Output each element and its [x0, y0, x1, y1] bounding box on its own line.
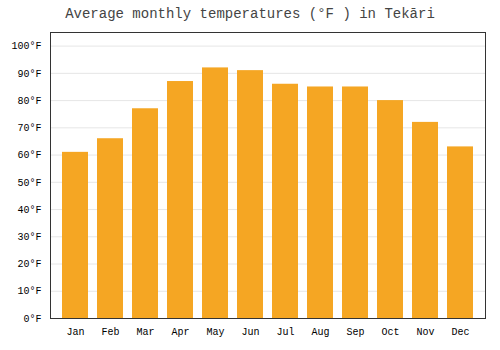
svg-text:Oct: Oct — [381, 327, 399, 338]
svg-text:80°F: 80°F — [17, 96, 41, 107]
svg-text:Aug: Aug — [311, 327, 329, 338]
svg-text:May: May — [206, 327, 224, 338]
svg-text:40°F: 40°F — [17, 205, 41, 216]
svg-text:Dec: Dec — [451, 327, 469, 338]
html-text:Average monthly temperatures (: Average monthly temperatures (°F ) in Te… — [65, 6, 435, 22]
svg-text:100°F: 100°F — [11, 41, 41, 52]
svg-text:50°F: 50°F — [17, 178, 41, 189]
svg-text:Jun: Jun — [241, 327, 259, 338]
svg-text:30°F: 30°F — [17, 232, 41, 243]
svg-text:Sep: Sep — [346, 327, 364, 338]
svg-text:Jul: Jul — [276, 327, 294, 338]
svg-text:0°F: 0°F — [23, 314, 41, 325]
svg-text:Apr: Apr — [171, 327, 189, 338]
svg-text:Feb: Feb — [101, 327, 119, 338]
svg-text:Jan: Jan — [66, 327, 84, 338]
svg-text:10°F: 10°F — [17, 286, 41, 297]
svg-text:90°F: 90°F — [17, 69, 41, 80]
svg-text:Nov: Nov — [416, 327, 434, 338]
svg-text:60°F: 60°F — [17, 150, 41, 161]
svg-text:Mar: Mar — [136, 327, 154, 338]
svg-text:70°F: 70°F — [17, 123, 41, 134]
svg-text:20°F: 20°F — [17, 259, 41, 270]
